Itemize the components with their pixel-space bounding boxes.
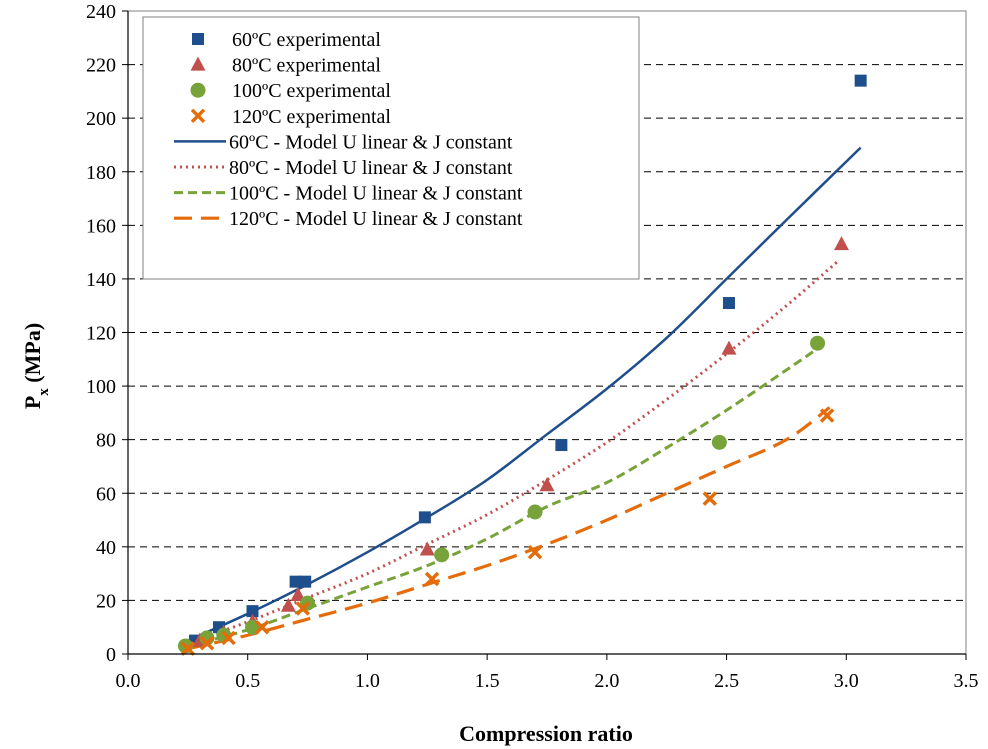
data-point [555, 439, 568, 452]
legend: 60ºC experimental 80ºC experimental 100ºC … [142, 16, 640, 280]
legend-marker [190, 108, 206, 124]
x-tick-label: 3.0 [834, 670, 859, 692]
legend-entry: 60ºC - Model U linear & J constant [174, 131, 513, 153]
data-point [418, 511, 431, 524]
y-tick-label: 100 [86, 376, 116, 398]
y-tick-label: 80 [96, 430, 116, 452]
legend-label: 120ºC experimental [232, 106, 391, 128]
data-point [810, 335, 826, 351]
data-point [295, 601, 311, 616]
data-point [833, 236, 849, 251]
x-tick-label: 3.5 [954, 670, 979, 692]
legend-label: 100ºC experimental [232, 80, 391, 102]
axes-layer: 0 20 40 60 80 100 120 140 160 180 200 220 240 0.0 0.5 1… [86, 1, 979, 692]
y-tick-label: 140 [86, 269, 116, 291]
legend-marker [192, 33, 204, 45]
y-axis-title-subscript: x [36, 388, 52, 396]
y-axis-title: Px (MPa) [20, 323, 52, 409]
data-point [721, 340, 737, 355]
x-tick-label: 0.5 [235, 670, 260, 692]
y-tick-label: 60 [96, 483, 116, 505]
x-tick-label: 2.5 [714, 670, 739, 692]
legend-entry: 100ºC experimental [190, 80, 391, 102]
y-tick-label: 180 [86, 162, 116, 184]
legend-label: 60ºC experimental [232, 29, 381, 51]
legend-entry: 80ºC experimental [190, 55, 381, 77]
legend-label: 80ºC experimental [232, 55, 381, 77]
data-point [221, 630, 236, 646]
series-6 [187, 347, 819, 648]
series-line [187, 259, 841, 645]
y-axis-title-main: P [20, 396, 45, 409]
x-tick-label: 0.0 [116, 670, 141, 692]
legend-label: 120ºC - Model U linear & J constant [229, 208, 523, 230]
y-tick-label: 240 [86, 1, 116, 23]
series-0 [189, 74, 867, 647]
legend-marker [190, 56, 206, 71]
data-point [854, 74, 867, 87]
data-point [527, 504, 543, 520]
data-point [702, 491, 718, 506]
legend-entry: 120ºC experimental [190, 106, 391, 128]
x-tick-label: 1.5 [475, 670, 500, 692]
y-tick-label: 200 [86, 108, 116, 130]
series-2 [177, 335, 826, 654]
legend-label: 80ºC - Model U linear & J constant [229, 157, 513, 179]
legend-label: 60ºC - Model U linear & J constant [229, 131, 513, 153]
data-point [254, 619, 270, 635]
data-point [299, 575, 312, 588]
legend-entry: 80ºC - Model U linear & J constant [174, 157, 513, 179]
y-tick-label: 120 [86, 323, 116, 345]
data-point [246, 605, 259, 618]
y-tick-label: 220 [86, 55, 116, 77]
x-axis-title: Compression ratio [459, 721, 633, 746]
legend-entry: 120ºC - Model U linear & J constant [174, 208, 523, 230]
data-point [199, 636, 215, 651]
y-tick-label: 20 [96, 590, 116, 612]
series-3 [180, 408, 835, 656]
series-5 [187, 259, 841, 645]
series-line [187, 347, 819, 648]
data-point [289, 575, 302, 588]
legend-marker [190, 82, 206, 98]
y-tick-label: 0 [106, 644, 116, 666]
x-tick-label: 1.0 [355, 670, 380, 692]
data-point [434, 547, 450, 563]
y-tick-label: 160 [86, 215, 116, 237]
data-point [290, 587, 306, 602]
data-point [527, 544, 543, 560]
legend-box [142, 16, 640, 280]
y-axis-title-unit: (MPa) [20, 323, 45, 388]
legend-label: 100ºC - Model U linear & J constant [229, 183, 523, 205]
series-layer [177, 74, 867, 656]
data-point [180, 641, 196, 656]
data-point [424, 571, 440, 587]
data-point [280, 597, 296, 612]
legend-entry: 100ºC - Model U linear & J constant [174, 183, 523, 205]
data-point [722, 297, 735, 310]
x-tick-label: 2.0 [594, 670, 619, 692]
legend-entry: 60ºC experimental [192, 29, 381, 51]
data-point [819, 408, 835, 423]
data-point [419, 541, 435, 556]
data-point [539, 477, 555, 492]
y-tick-label: 40 [96, 537, 116, 559]
data-point [711, 434, 727, 450]
